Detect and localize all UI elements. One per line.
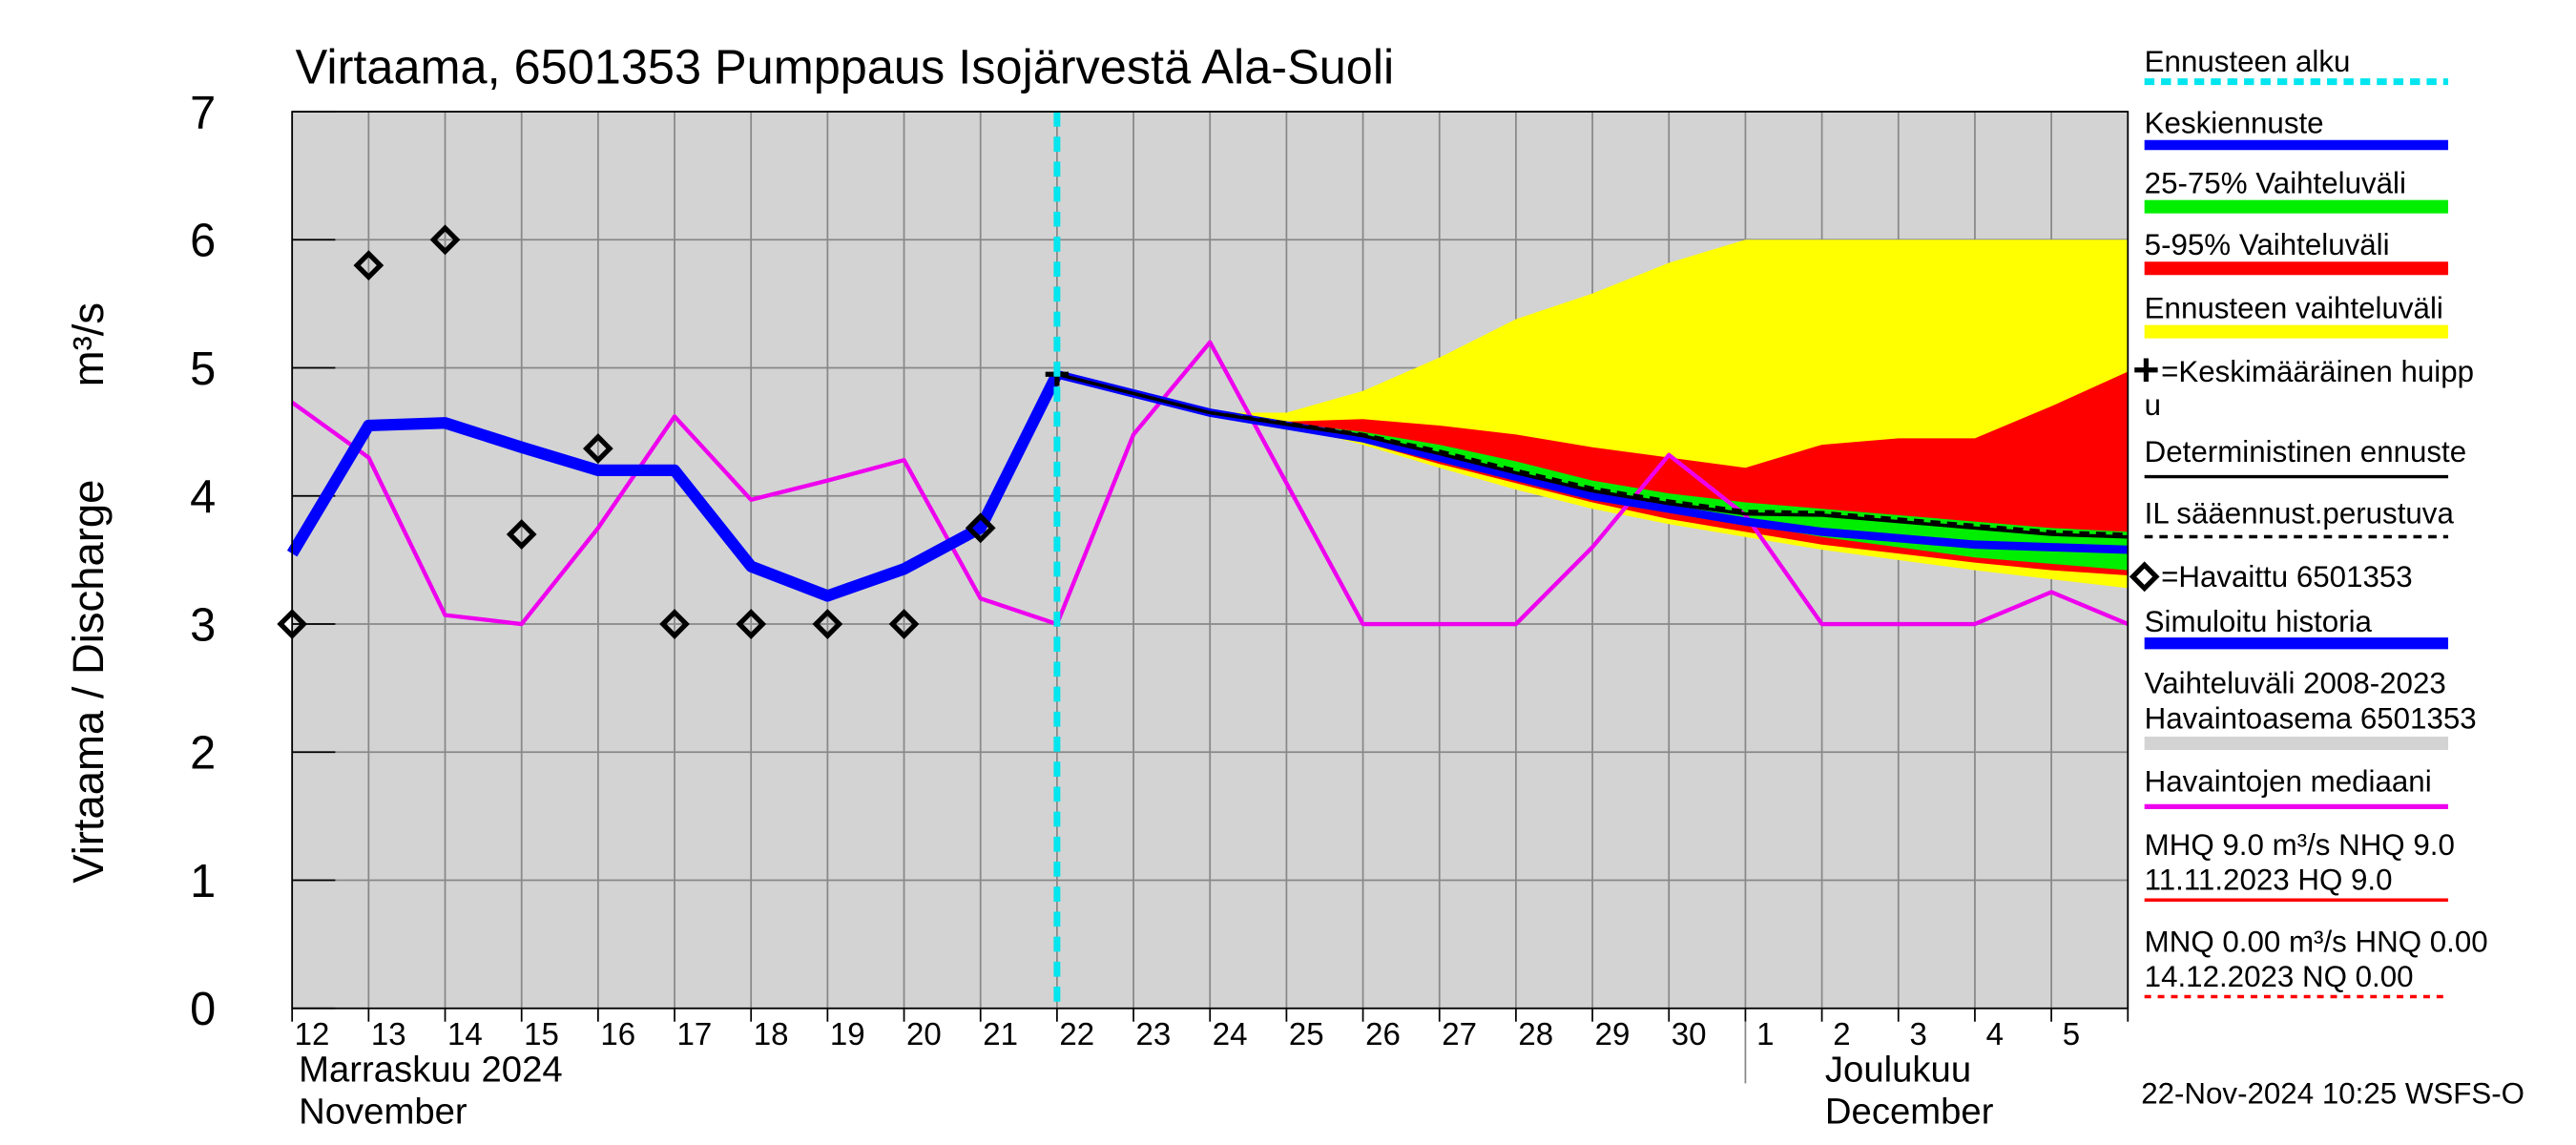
legend-label: Deterministinen ennuste — [2145, 435, 2466, 468]
observed-point — [736, 609, 767, 639]
x-tick-label: 25 — [1289, 1017, 1324, 1052]
x-tick-label: 13 — [371, 1017, 406, 1052]
band — [1286, 423, 2129, 571]
observed-point — [888, 609, 920, 639]
x-tick-label: 18 — [754, 1017, 789, 1052]
legend-peak-icon — [2134, 358, 2158, 382]
y-tick-label: 1 — [190, 856, 216, 907]
legend-label: MNQ 0.00 m³/s HNQ 0.00 — [2145, 925, 2488, 958]
observed-point — [659, 609, 690, 639]
observed-point — [965, 512, 996, 544]
x-tick-label: 26 — [1365, 1017, 1401, 1052]
legend-label: Ennusteen vaihteluväli — [2145, 292, 2443, 325]
x-tick-label: 20 — [906, 1017, 942, 1052]
legend-label: 14.12.2023 NQ 0.00 — [2145, 960, 2414, 993]
timestamp: 22-Nov-2024 10:25 WSFS-O — [2141, 1076, 2524, 1110]
x-tick-label: 4 — [1986, 1017, 2004, 1052]
x-tick-label: 17 — [677, 1017, 713, 1052]
legend-label: Vaihteluväli 2008-2023 — [2145, 667, 2446, 700]
legend-label: =Keskimääräinen huipp — [2161, 355, 2474, 388]
month-label: December — [1825, 1091, 1994, 1132]
legend-label: IL sääennust.perustuva — [2145, 496, 2455, 530]
observed-point — [353, 250, 384, 281]
x-tick-label: 21 — [983, 1017, 1018, 1052]
x-tick-label: 12 — [295, 1017, 330, 1052]
x-tick-label: 30 — [1672, 1017, 1707, 1052]
legend-label: 25-75% Vaihteluväli — [2145, 167, 2406, 200]
legend-label: Havaintojen mediaani — [2145, 765, 2432, 799]
y-axis-unit: m³/s — [64, 302, 113, 386]
x-tick-label: 14 — [447, 1017, 483, 1052]
x-tick-label: 3 — [1909, 1017, 1926, 1052]
y-tick-label: 3 — [190, 599, 216, 651]
legend-label: Ennusteen alku — [2145, 45, 2351, 78]
x-tick-label: 5 — [2063, 1017, 2080, 1052]
legend-label: MHQ 9.0 m³/s NHQ 9.0 — [2145, 828, 2455, 862]
y-tick-label: 4 — [190, 471, 216, 523]
x-tick-label: 28 — [1518, 1017, 1553, 1052]
legend-label: u — [2145, 388, 2161, 422]
series-line — [286, 371, 1063, 602]
x-tick-label: 19 — [830, 1017, 865, 1052]
x-tick-label: 29 — [1595, 1017, 1631, 1052]
x-tick-label: 15 — [524, 1017, 559, 1052]
x-tick-label: 22 — [1059, 1017, 1094, 1052]
legend-diamond-icon — [2129, 561, 2160, 593]
x-tick-label: 24 — [1213, 1017, 1248, 1052]
month-label: November — [299, 1091, 467, 1132]
observed-point — [506, 519, 537, 550]
y-axis-label: Virtaama / Discharge — [64, 480, 113, 884]
series-line — [1210, 410, 2129, 536]
month-label: Marraskuu 2024 — [299, 1050, 563, 1091]
x-tick-label: 2 — [1833, 1017, 1850, 1052]
x-tick-label: 27 — [1442, 1017, 1477, 1052]
y-tick-label: 6 — [190, 216, 216, 267]
legend-label: =Havaittu 6501353 — [2161, 560, 2413, 593]
legend-label: Havaintoasema 6501353 — [2145, 701, 2477, 735]
legend-label: Simuloitu historia — [2145, 605, 2373, 638]
chart-title: Virtaama, 6501353 Pumppaus Isojärvestä A… — [296, 39, 1395, 94]
plot-frame — [291, 111, 2129, 1010]
x-tick-label: 16 — [600, 1017, 635, 1052]
y-tick-label: 7 — [190, 87, 216, 138]
x-tick-label: 1 — [1756, 1017, 1774, 1052]
observed-point — [583, 433, 613, 465]
month-label: Joulukuu — [1825, 1050, 1971, 1091]
legend-label: 5-95% Vaihteluväli — [2145, 228, 2390, 261]
x-tick-label: 23 — [1136, 1017, 1172, 1052]
series-line — [290, 340, 2129, 627]
y-tick-label: 0 — [190, 984, 216, 1035]
legend-label: Keskiennuste — [2145, 107, 2324, 140]
y-tick-label: 2 — [190, 728, 216, 780]
y-tick-label: 5 — [190, 344, 216, 395]
observed-point — [429, 224, 461, 256]
observed-point — [812, 609, 843, 639]
legend-label: 11.11.2023 HQ 9.0 — [2145, 864, 2393, 897]
